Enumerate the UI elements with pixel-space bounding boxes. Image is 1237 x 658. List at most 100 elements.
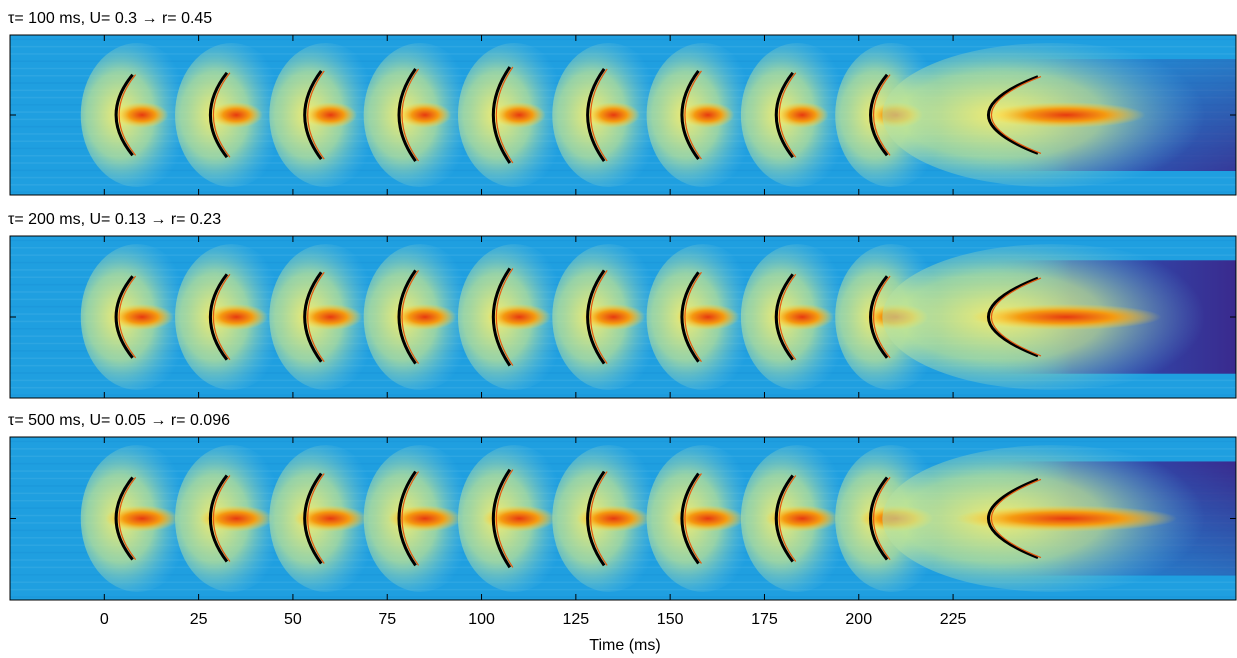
wavefront bbox=[208, 71, 229, 159]
wavefront-edge bbox=[212, 273, 231, 361]
wavefront-edge bbox=[212, 72, 231, 158]
response-core bbox=[110, 304, 174, 330]
x-tick-label: 125 bbox=[562, 611, 589, 628]
response-core bbox=[199, 505, 274, 532]
wavefront bbox=[491, 468, 512, 569]
streak bbox=[10, 184, 1236, 186]
response-core bbox=[204, 304, 269, 330]
response-core bbox=[304, 102, 358, 128]
wavefront-edge bbox=[495, 268, 514, 366]
wavefront bbox=[774, 474, 794, 563]
wavefront-edge bbox=[212, 475, 231, 562]
response-core bbox=[587, 102, 640, 128]
response-core bbox=[581, 304, 646, 330]
wavefront-edge bbox=[590, 471, 608, 566]
x-axis-label: Time (ms) bbox=[589, 637, 660, 654]
wavefront bbox=[397, 68, 417, 162]
wavefront-edge bbox=[118, 275, 137, 359]
response-core bbox=[492, 102, 546, 128]
x-tick-label: 150 bbox=[657, 611, 684, 628]
streak bbox=[10, 596, 1236, 598]
wavefront-edge bbox=[872, 74, 891, 156]
response-core bbox=[298, 304, 363, 330]
panel-title: τ= 100 ms, U= 0.3 → r= 0.45 bbox=[8, 10, 212, 27]
wavefront bbox=[209, 474, 229, 563]
wavefront-edge bbox=[307, 70, 325, 160]
x-tick-label: 75 bbox=[378, 611, 396, 628]
streak bbox=[10, 191, 1236, 193]
response-core bbox=[576, 505, 651, 532]
wavefront bbox=[869, 275, 889, 359]
streak bbox=[10, 588, 1236, 591]
response-core bbox=[765, 505, 840, 532]
wavefront-edge bbox=[684, 271, 702, 363]
response-core bbox=[770, 304, 834, 330]
panel-title: τ= 500 ms, U= 0.05 → r= 0.096 bbox=[8, 412, 230, 429]
wavefront-edge bbox=[872, 275, 891, 359]
heatmap bbox=[10, 437, 1236, 600]
response-core bbox=[482, 505, 557, 532]
wavefront bbox=[586, 68, 606, 162]
wavefront-edge bbox=[401, 269, 420, 365]
wavefront bbox=[869, 73, 889, 157]
wavefront-edge bbox=[495, 469, 514, 568]
streak bbox=[10, 38, 1236, 41]
wavefront-edge bbox=[684, 70, 702, 160]
wavefront-edge bbox=[590, 269, 608, 365]
wavefront bbox=[303, 69, 323, 161]
response-core bbox=[670, 505, 745, 532]
response-core bbox=[676, 304, 740, 330]
wavefront-edge bbox=[118, 477, 137, 560]
wavefront-edge bbox=[495, 66, 514, 164]
wavefront bbox=[680, 69, 700, 161]
wavefront-edge bbox=[118, 74, 137, 156]
wavefront bbox=[774, 71, 794, 159]
wavefront-edge bbox=[778, 475, 797, 562]
response-core bbox=[487, 304, 551, 330]
wavefront bbox=[114, 73, 134, 157]
wavefront-edge bbox=[778, 72, 797, 158]
x-tick-label: 225 bbox=[940, 611, 967, 628]
wavefront bbox=[774, 273, 794, 361]
wavefront-edge bbox=[307, 271, 325, 363]
x-tick-label: 25 bbox=[190, 611, 208, 628]
x-tick-label: 0 bbox=[100, 611, 109, 628]
heatmap bbox=[10, 35, 1236, 195]
wavefront bbox=[397, 269, 417, 365]
wavefront-edge bbox=[991, 76, 1042, 154]
streak bbox=[10, 394, 1236, 396]
wavefront-edge bbox=[684, 473, 702, 564]
response-core bbox=[987, 102, 1146, 128]
wavefront bbox=[491, 66, 512, 164]
x-tick-label: 100 bbox=[468, 611, 495, 628]
wavefront bbox=[680, 472, 700, 565]
streak bbox=[10, 239, 1236, 242]
x-tick-label: 175 bbox=[751, 611, 778, 628]
response-core bbox=[775, 102, 829, 128]
response-core bbox=[387, 505, 462, 532]
wavefront-edge bbox=[991, 277, 1042, 357]
panel-title: τ= 200 ms, U= 0.13 → r= 0.23 bbox=[8, 211, 221, 228]
wavefront bbox=[114, 476, 134, 561]
wavefront bbox=[987, 276, 1039, 358]
response-core bbox=[115, 102, 169, 128]
response-core bbox=[105, 505, 179, 532]
wavefront-edge bbox=[590, 68, 608, 162]
response-core bbox=[971, 304, 1162, 330]
wavefront bbox=[491, 267, 512, 367]
wavefront bbox=[586, 470, 606, 567]
wavefront-edge bbox=[991, 478, 1042, 559]
wavefront-edge bbox=[872, 477, 891, 560]
wavefront bbox=[680, 271, 700, 363]
wavefront-edge bbox=[778, 273, 797, 361]
wavefront bbox=[586, 269, 606, 365]
streak bbox=[10, 440, 1236, 443]
wavefront-edge bbox=[401, 68, 420, 162]
response-core bbox=[209, 102, 263, 128]
wavefront bbox=[869, 476, 889, 561]
x-tick-label: 200 bbox=[845, 611, 872, 628]
response-core bbox=[398, 102, 452, 128]
wavefront bbox=[987, 75, 1039, 155]
response-core bbox=[293, 505, 368, 532]
